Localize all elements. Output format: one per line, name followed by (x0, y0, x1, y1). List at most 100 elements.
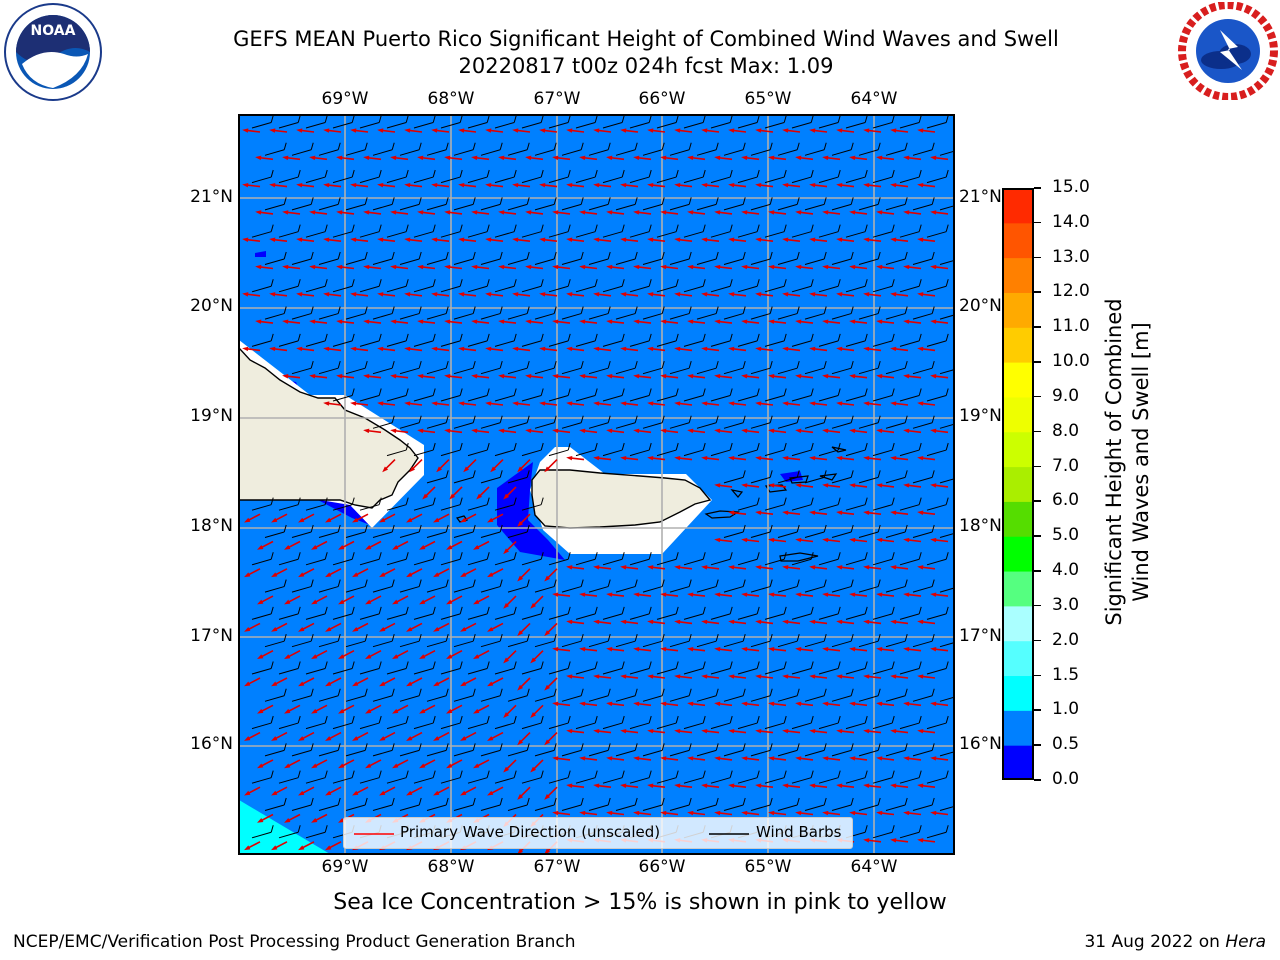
wind-barb-shaft (359, 667, 380, 675)
wind-barb-shaft (656, 558, 677, 566)
wind-barb-shaft (683, 613, 704, 620)
wind-barb-shaft (453, 531, 474, 538)
wave-direction-arrowhead (836, 237, 843, 242)
wind-barb-flag (783, 442, 787, 451)
wind-barb-flag (283, 579, 287, 587)
wave-direction-arrowhead (382, 466, 389, 473)
wave-direction-arrow (813, 184, 828, 188)
wind-barb-flag (702, 388, 706, 396)
wind-barb-shaft (332, 722, 353, 730)
wave-direction-arrow (465, 459, 477, 471)
wave-direction-arrowhead (849, 210, 856, 215)
wave-direction-arrowhead (741, 374, 748, 379)
wave-direction-arrow (880, 484, 895, 488)
wave-direction-arrowhead (647, 128, 654, 133)
wave-direction-arrowhead (377, 292, 384, 297)
wave-direction-arrowhead (552, 374, 559, 379)
wind-barb-shaft (413, 121, 434, 129)
wave-direction-arrow (476, 540, 490, 549)
wave-direction-arrowhead (755, 455, 762, 461)
wind-barb-shaft (534, 313, 555, 320)
wave-direction-arrow (313, 375, 328, 379)
wind-barb-flag (310, 797, 314, 806)
wind-barb-shaft (737, 231, 758, 238)
wind-barb-flag (891, 442, 895, 451)
wind-barb-shaft (534, 149, 555, 156)
wind-barb-shaft (656, 121, 677, 129)
wave-direction-arrow (772, 320, 787, 324)
wind-barb-shaft (372, 804, 393, 811)
wave-direction-arrowhead (487, 736, 494, 741)
wind-barb-shaft (413, 667, 434, 675)
wind-barb-flag (783, 279, 787, 287)
wave-direction-arrow (772, 484, 787, 488)
wind-barb-flag (472, 415, 476, 423)
wind-barb-shaft (696, 695, 717, 702)
wind-barb-flag (823, 634, 827, 642)
wave-direction-arrow (610, 375, 625, 379)
wave-direction-arrow (772, 539, 787, 543)
wave-direction-arrow (394, 156, 409, 161)
wave-direction-arrow (921, 129, 936, 133)
wind-barb-flag (661, 688, 665, 696)
wind-barb-flag (796, 634, 800, 642)
wind-barb-shaft (899, 667, 920, 675)
wave-direction-arrow (691, 266, 706, 270)
wind-barb-shaft (831, 258, 852, 265)
wind-barb-shaft (764, 449, 785, 457)
wave-direction-arrow (490, 731, 504, 740)
wind-barb-shaft (440, 121, 461, 129)
wave-direction-arrow (732, 238, 747, 242)
wind-barb-shaft (737, 449, 758, 457)
wind-barb-flag (526, 743, 530, 751)
wave-direction-arrow (772, 156, 787, 161)
wind-barb-shaft (278, 231, 299, 238)
wind-barb-shaft (669, 749, 690, 757)
wave-direction-arrowhead (473, 708, 480, 714)
wave-direction-arrowhead (876, 210, 883, 215)
wind-barb-shaft (912, 258, 933, 265)
lon-label-top-66w: 66°W (638, 89, 686, 109)
wind-barb-flag (540, 388, 544, 396)
wind-barb-flag (810, 552, 814, 560)
wave-direction-arrowhead (687, 374, 694, 379)
wave-direction-arrowhead (849, 756, 856, 761)
wind-barb-shaft (669, 695, 690, 702)
wind-barb-shaft (440, 613, 461, 620)
wind-barb-shaft (723, 476, 744, 484)
wave-direction-arrowhead (433, 681, 440, 687)
wind-barb-flag (364, 634, 368, 642)
wave-direction-arrowhead (269, 237, 276, 242)
wind-barb-shaft (939, 150, 954, 156)
wave-direction-arrowhead (503, 712, 510, 718)
wind-barb-shaft (926, 394, 947, 402)
wind-barb-flag (283, 251, 287, 260)
wind-barb-shaft (818, 777, 839, 784)
wind-barb-shaft (602, 394, 623, 402)
wind-barb-flag (445, 797, 449, 806)
wave-direction-arrow (570, 675, 585, 679)
wave-direction-arrow (732, 675, 747, 679)
wave-direction-arrowhead (404, 292, 411, 297)
wave-direction-arrowhead (517, 739, 524, 746)
wave-direction-arrowhead (701, 565, 708, 570)
wave-direction-arrowhead (377, 182, 384, 188)
wind-barb-flag (486, 388, 490, 396)
wave-direction-arrowhead (593, 619, 600, 625)
lat-label-left-18n: 18°N (190, 516, 233, 536)
wind-barb-shaft (413, 613, 434, 620)
wind-barb-flag (378, 333, 382, 342)
wave-direction-arrowhead (498, 319, 505, 324)
wave-direction-arrowhead (728, 728, 735, 734)
wave-direction-arrow (718, 812, 733, 816)
wind-barb-shaft (494, 558, 515, 566)
wind-barb-flag (459, 661, 463, 669)
wind-barb-flag (580, 579, 584, 587)
wave-direction-arrowhead (782, 401, 789, 406)
wind-barb-shaft (318, 749, 339, 757)
colorbar-tick-label: 11.0 (1052, 316, 1090, 337)
wave-direction-arrowhead (566, 565, 573, 570)
wind-barb-flag (742, 743, 746, 751)
wave-direction-arrowhead (606, 810, 613, 816)
wind-barb-shaft (602, 176, 623, 184)
